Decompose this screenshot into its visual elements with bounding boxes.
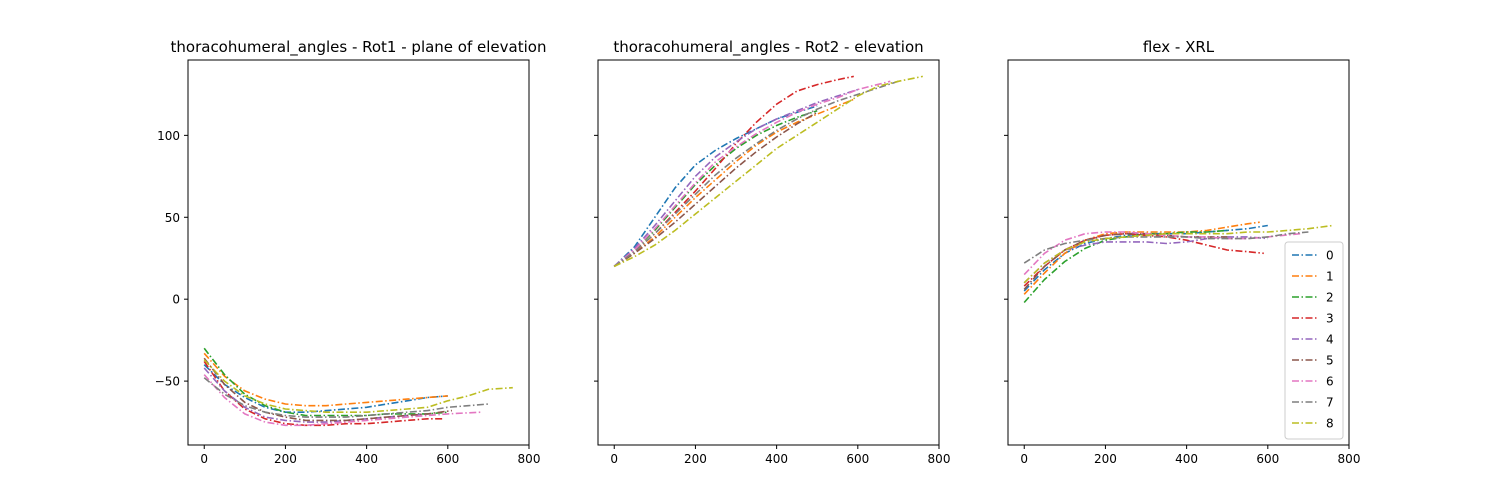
x-tick-label: 600 bbox=[846, 452, 869, 466]
legend-label-7: 7 bbox=[1326, 396, 1334, 410]
x-tick-label: 200 bbox=[274, 452, 297, 466]
x-tick-label: 400 bbox=[1175, 452, 1198, 466]
legend-label-5: 5 bbox=[1326, 354, 1334, 368]
series-line-2 bbox=[613, 110, 818, 268]
y-tick-label: 100 bbox=[157, 129, 180, 143]
x-tick-label: 200 bbox=[684, 452, 707, 466]
series-line-0 bbox=[613, 105, 818, 267]
series-group bbox=[613, 75, 923, 268]
series-line-3 bbox=[613, 75, 854, 268]
legend: 0 1 2 3 4 5 6 7 8 bbox=[1284, 241, 1344, 440]
chart-title: thoracohumeral_angles - Rot1 - plane of … bbox=[171, 38, 547, 57]
subplots: thoracohumeral_angles - Rot1 - plane of … bbox=[155, 38, 1361, 466]
series-line-6 bbox=[1023, 231, 1301, 276]
legend-label-8: 8 bbox=[1326, 417, 1334, 431]
x-tick-label: 800 bbox=[928, 452, 951, 466]
series-group bbox=[1023, 221, 1333, 304]
x-tick-label: 800 bbox=[1338, 452, 1361, 466]
x-tick-label: 0 bbox=[610, 452, 618, 466]
series-line-6 bbox=[613, 80, 891, 268]
series-line-8 bbox=[613, 75, 923, 268]
series-line-1 bbox=[1023, 221, 1260, 295]
series-line-8 bbox=[203, 359, 513, 413]
legend-label-0: 0 bbox=[1326, 249, 1334, 263]
series-line-0 bbox=[203, 364, 448, 413]
x-tick-label: 600 bbox=[436, 452, 459, 466]
chart-title: thoracohumeral_angles - Rot2 - elevation bbox=[613, 38, 923, 57]
chart-title: flex - XRL bbox=[1143, 38, 1215, 56]
series-line-4 bbox=[613, 88, 859, 267]
legend-box bbox=[1284, 241, 1344, 440]
series-line-1 bbox=[613, 98, 855, 268]
x-tick-label: 400 bbox=[765, 452, 788, 466]
legend-label-6: 6 bbox=[1326, 375, 1334, 389]
plot-frame bbox=[1007, 59, 1350, 446]
plot-frame bbox=[597, 59, 940, 446]
x-tick-label: 400 bbox=[355, 452, 378, 466]
series-line-2 bbox=[1023, 229, 1228, 304]
y-tick-label: −50 bbox=[155, 375, 180, 389]
x-tick-label: 800 bbox=[518, 452, 541, 466]
y-tick-label: 50 bbox=[165, 211, 180, 225]
x-tick-label: 0 bbox=[200, 452, 208, 466]
y-tick-label: 0 bbox=[172, 293, 180, 307]
series-line-5 bbox=[613, 111, 818, 268]
series-line-7 bbox=[613, 80, 899, 268]
legend-label-4: 4 bbox=[1326, 333, 1334, 347]
subplot-1: thoracohumeral_angles - Rot2 - elevation… bbox=[594, 38, 950, 466]
legend-label-2: 2 bbox=[1326, 291, 1334, 305]
series-line-6 bbox=[203, 374, 481, 427]
x-tick-label: 200 bbox=[1094, 452, 1117, 466]
plot-frame bbox=[187, 59, 530, 446]
series-line-1 bbox=[203, 352, 448, 407]
series-line-8 bbox=[1023, 224, 1333, 284]
subplot-0: thoracohumeral_angles - Rot1 - plane of … bbox=[155, 38, 547, 466]
x-tick-label: 600 bbox=[1256, 452, 1279, 466]
x-tick-label: 0 bbox=[1020, 452, 1028, 466]
series-line-5 bbox=[203, 357, 453, 422]
series-line-4 bbox=[1023, 236, 1268, 284]
subplot-2: flex - XRL 0 200 400 600 800 0 1 2 3 4 5 6 7 8 bbox=[1004, 38, 1360, 466]
series-group bbox=[203, 347, 513, 427]
series-line-7 bbox=[203, 377, 489, 418]
legend-label-1: 1 bbox=[1326, 270, 1334, 284]
legend-label-3: 3 bbox=[1326, 312, 1334, 326]
